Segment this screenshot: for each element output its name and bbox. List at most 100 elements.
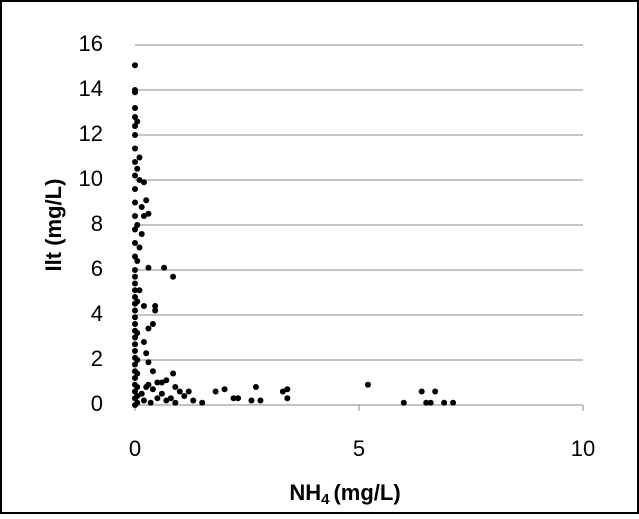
scatter-point bbox=[136, 177, 143, 183]
scatter-point bbox=[427, 399, 434, 406]
scatter-point bbox=[190, 397, 197, 404]
scatter-point bbox=[132, 132, 138, 138]
scatter-point bbox=[140, 339, 147, 345]
y-tick-label: 4 bbox=[91, 301, 103, 326]
scatter-point bbox=[149, 321, 156, 327]
y-tick-label: 12 bbox=[79, 121, 103, 146]
scatter-point bbox=[400, 399, 407, 406]
scatter-point bbox=[134, 258, 141, 264]
scatter-point bbox=[423, 399, 430, 406]
scatter-point bbox=[152, 307, 159, 314]
scatter-point bbox=[138, 390, 145, 397]
x-tick-label: 10 bbox=[571, 436, 595, 461]
x-tick-label: 5 bbox=[353, 436, 365, 461]
scatter-point bbox=[143, 384, 150, 390]
scatter-point bbox=[450, 399, 457, 406]
scatter-point bbox=[170, 370, 177, 377]
y-tick-label: 14 bbox=[79, 76, 103, 101]
scatter-point bbox=[138, 204, 145, 210]
x-axis-title: NH4 (mg/L) bbox=[289, 480, 400, 508]
scatter-point bbox=[132, 159, 138, 165]
y-tick-label: 16 bbox=[79, 31, 103, 56]
scatter-point bbox=[132, 280, 138, 287]
scatter-point bbox=[145, 210, 152, 217]
scatter-point bbox=[158, 390, 165, 397]
x-tick-label: 0 bbox=[129, 436, 141, 461]
scatter-point bbox=[163, 377, 170, 384]
x-axis-title-unit: (mg/L) bbox=[333, 480, 400, 505]
scatter-point bbox=[284, 386, 291, 393]
scatter-point bbox=[284, 395, 291, 402]
scatter-point bbox=[132, 240, 138, 246]
scatter-point bbox=[134, 384, 141, 390]
scatter-point bbox=[132, 172, 138, 179]
scatter-point bbox=[140, 213, 147, 219]
scatter-point bbox=[145, 359, 152, 366]
scatter-point bbox=[132, 213, 138, 219]
scatter-point bbox=[132, 307, 138, 314]
scatter-point bbox=[140, 179, 147, 186]
scatter-point bbox=[134, 370, 141, 377]
scatter-point bbox=[149, 368, 156, 375]
scatter-point bbox=[132, 388, 138, 395]
scatter-point bbox=[230, 395, 237, 402]
scatter-point bbox=[145, 325, 152, 332]
scatter-point bbox=[235, 395, 242, 402]
scatter-point bbox=[172, 399, 179, 406]
scatter-point bbox=[136, 287, 143, 294]
scatter-point bbox=[132, 267, 138, 273]
scatter-point bbox=[134, 357, 141, 363]
scatter-point bbox=[432, 388, 439, 395]
scatter-point bbox=[134, 165, 141, 172]
scatter-point bbox=[134, 222, 141, 228]
scatter-point bbox=[134, 399, 141, 406]
y-tick-label: 6 bbox=[91, 256, 103, 281]
scatter-point bbox=[132, 341, 138, 348]
scatter-point bbox=[149, 386, 156, 393]
scatter-point bbox=[132, 314, 138, 321]
scatter-point bbox=[136, 154, 143, 161]
scatter-point bbox=[132, 348, 138, 354]
scatter-point bbox=[152, 303, 159, 309]
scatter-point bbox=[132, 321, 138, 327]
scatter-point bbox=[364, 381, 371, 388]
scatter-point bbox=[132, 199, 138, 206]
scatter-point bbox=[172, 384, 179, 390]
scatter-point bbox=[132, 361, 138, 368]
x-axis-title-main: NH bbox=[289, 480, 321, 505]
scatter-point bbox=[132, 186, 138, 192]
scatter-point bbox=[136, 244, 143, 251]
scatter-point bbox=[132, 87, 138, 93]
scatter-point bbox=[158, 379, 165, 386]
scatter-point bbox=[154, 379, 161, 386]
scatter-point bbox=[257, 397, 264, 404]
scatter-point bbox=[143, 350, 150, 357]
scatter-point bbox=[143, 197, 150, 204]
scatter-point bbox=[140, 303, 147, 309]
scatter-point bbox=[138, 231, 145, 237]
scatter-point bbox=[252, 384, 259, 390]
scatter-point bbox=[170, 273, 177, 280]
scatter-point bbox=[132, 123, 138, 129]
scatter-point bbox=[279, 388, 286, 395]
scatter-point bbox=[132, 334, 138, 341]
y-tick-label: 2 bbox=[91, 346, 103, 371]
scatter-point bbox=[132, 287, 138, 294]
scatter-point bbox=[163, 397, 170, 404]
scatter-point bbox=[167, 395, 174, 402]
scatter-point bbox=[132, 105, 138, 111]
y-tick-label: 0 bbox=[91, 391, 103, 416]
y-tick-label: 10 bbox=[79, 166, 103, 191]
scatter-point bbox=[161, 264, 168, 271]
scatter-point bbox=[132, 273, 138, 280]
scatter-point bbox=[147, 399, 154, 406]
scatter-point bbox=[181, 393, 188, 399]
scatter-point bbox=[132, 226, 138, 233]
scatter-point bbox=[140, 397, 147, 404]
scatter-point bbox=[132, 145, 138, 152]
scatter-point bbox=[132, 253, 138, 260]
scatter-point bbox=[441, 399, 448, 406]
scatter-point bbox=[134, 393, 141, 399]
